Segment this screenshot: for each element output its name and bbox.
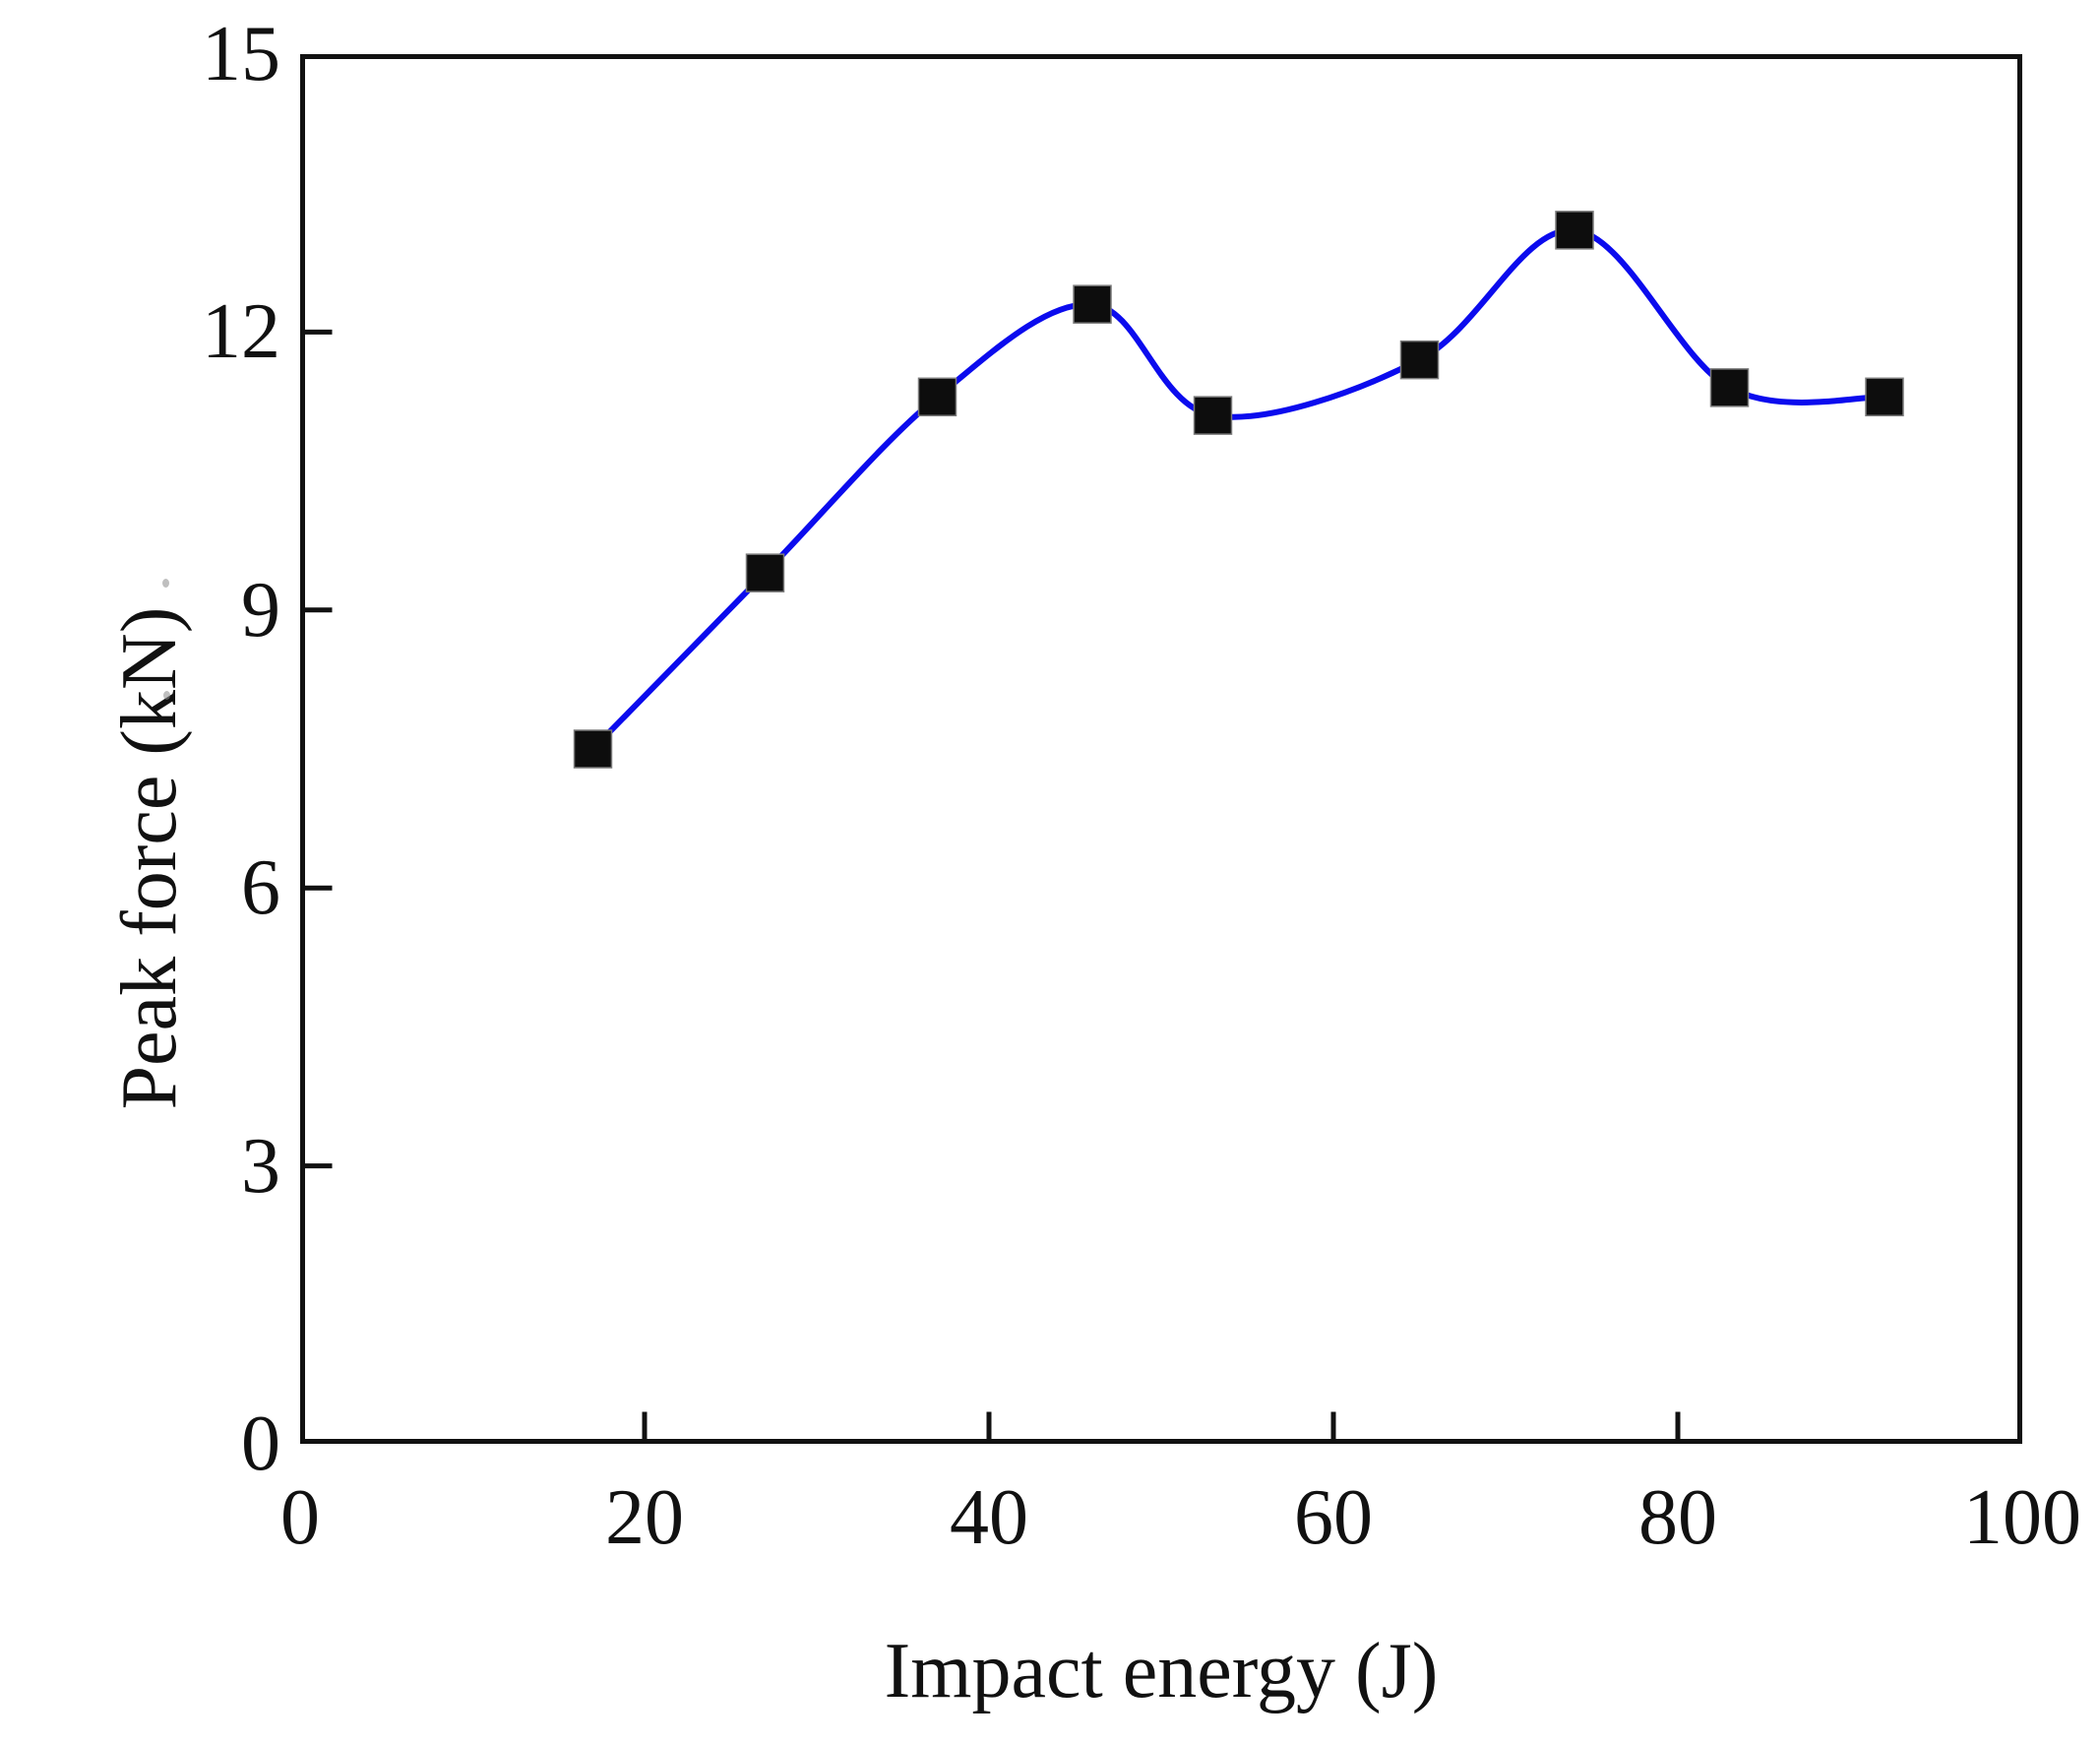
y-tick-label: 3 bbox=[241, 1122, 280, 1210]
data-point-marker bbox=[1073, 284, 1112, 324]
data-point-marker bbox=[1399, 340, 1440, 380]
data-point-marker bbox=[745, 553, 785, 592]
data-point-marker bbox=[1193, 396, 1233, 435]
y-tick-label: 12 bbox=[202, 288, 280, 376]
x-axis-title: Impact energy (J) bbox=[884, 1628, 1439, 1714]
data-point-marker bbox=[1709, 368, 1750, 407]
print-artifact-speck bbox=[163, 691, 170, 700]
print-artifact-speck bbox=[162, 579, 169, 588]
x-tick-label: 20 bbox=[605, 1474, 684, 1561]
data-point-marker bbox=[1865, 377, 1904, 417]
x-tick-label: 80 bbox=[1638, 1474, 1717, 1561]
y-tick-label: 6 bbox=[241, 844, 280, 932]
data-point-marker bbox=[917, 377, 957, 417]
x-tick-label: 40 bbox=[950, 1474, 1028, 1561]
plot-canvas bbox=[300, 54, 2022, 1444]
data-point-marker bbox=[1555, 211, 1594, 250]
x-tick-label: 100 bbox=[1963, 1474, 2081, 1561]
y-tick-label: 9 bbox=[241, 566, 280, 654]
data-point-marker bbox=[573, 729, 613, 769]
plot-area bbox=[300, 54, 2022, 1444]
x-tick-label: 60 bbox=[1294, 1474, 1373, 1561]
series-line bbox=[589, 226, 1887, 752]
x-tick-label: 0 bbox=[280, 1474, 320, 1561]
plot-border bbox=[300, 54, 2022, 1444]
y-tick-label: 15 bbox=[202, 11, 280, 97]
y-tick-label: 0 bbox=[241, 1401, 280, 1487]
